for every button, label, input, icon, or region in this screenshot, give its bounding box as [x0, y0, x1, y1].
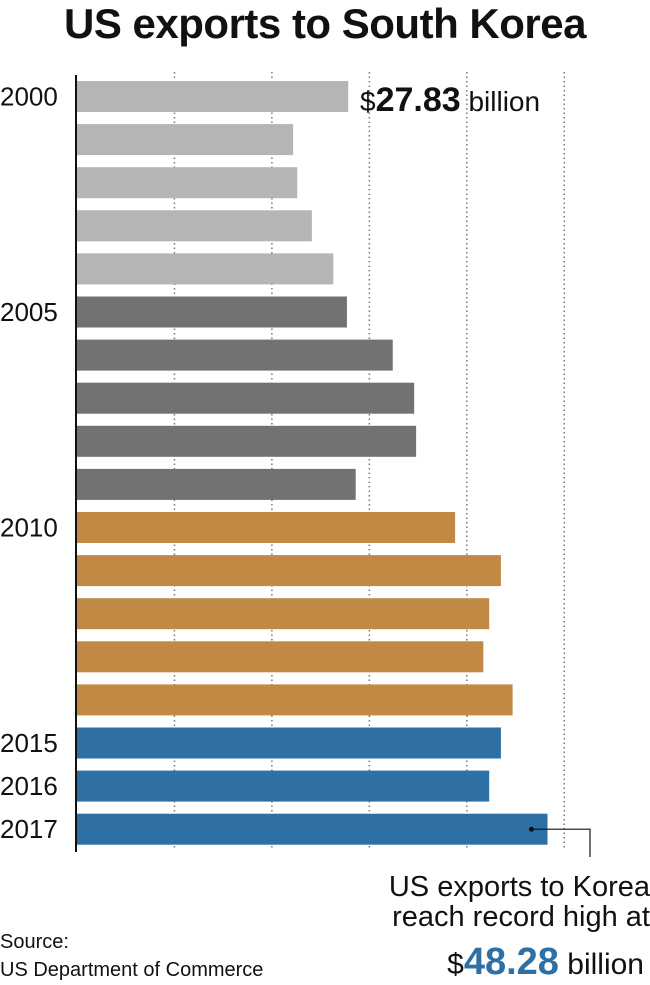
- bar-2016: [77, 770, 490, 802]
- source-name: US Department of Commerce: [0, 959, 264, 981]
- callout-unit: billion: [567, 948, 644, 981]
- year-label-2005: 2005: [0, 297, 58, 327]
- callout-amount: 48.28: [463, 941, 559, 983]
- callout-amount: 27.83: [375, 81, 461, 119]
- bar-2004: [77, 253, 334, 285]
- callout-line-2: reach record high at: [392, 901, 650, 933]
- bar-2002: [77, 167, 298, 199]
- bar-2001: [77, 124, 294, 156]
- leader-line: [531, 828, 591, 857]
- bar-2014: [77, 684, 513, 716]
- year-label-2016: 2016: [0, 771, 58, 801]
- source-label: Source:: [0, 931, 69, 953]
- bar-2012: [77, 598, 490, 630]
- bar-2006: [77, 339, 393, 371]
- year-label-2017: 2017: [0, 814, 58, 844]
- bar-2010: [77, 512, 456, 543]
- bar-2017: [77, 813, 548, 845]
- callout-unit: billion: [468, 86, 541, 117]
- callout-amount-line: $48.28 billion: [350, 942, 644, 985]
- callout-line-1: US exports to Korea: [388, 871, 650, 903]
- bar-2009: [77, 468, 356, 500]
- bar-2011: [77, 555, 501, 587]
- bar-2015: [77, 727, 501, 759]
- record-high-callout: US exports to Korea reach record high at…: [350, 872, 650, 985]
- year-label-2015: 2015: [0, 728, 58, 758]
- year-label-2010: 2010: [0, 513, 58, 543]
- gridlines: [173, 72, 565, 850]
- bars: [77, 81, 548, 845]
- source-note: Source: US Department of Commerce: [0, 928, 263, 984]
- callout-currency: $: [360, 86, 376, 117]
- first-value-callout: $27.83 billion: [360, 80, 540, 122]
- bar-2000: [77, 81, 349, 112]
- chart-title: US exports to South Korea: [64, 0, 586, 47]
- bar-2005: [77, 296, 347, 328]
- bar-2007: [77, 382, 415, 414]
- callout-leader: [528, 826, 591, 857]
- bar-2003: [77, 210, 312, 242]
- year-labels: 2000 2005 2010 2015 2016 2017: [0, 82, 58, 845]
- bar-2008: [77, 425, 417, 457]
- year-label-2000: 2000: [0, 82, 58, 112]
- bar-2013: [77, 641, 484, 673]
- callout-currency: $: [447, 948, 464, 981]
